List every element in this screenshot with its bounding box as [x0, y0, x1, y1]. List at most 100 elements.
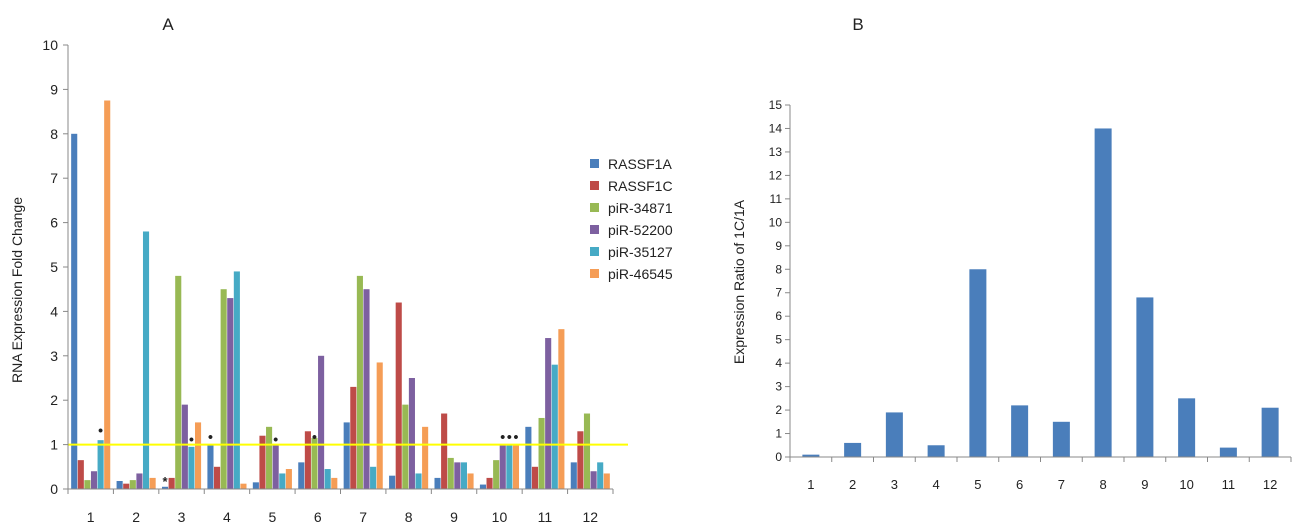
bar-piR-34871-1: [84, 480, 91, 489]
y-tick-label: 1: [50, 437, 58, 453]
x-tick-label: 8: [405, 509, 413, 525]
bar-piR-34871-7: [356, 275, 363, 489]
legend-label: piR-35127: [608, 244, 673, 260]
bar-piR-35127-1: [97, 440, 104, 489]
annotation-star: *: [163, 474, 169, 489]
panel-a-axes: [67, 45, 613, 490]
x-tick-label: 7: [359, 509, 367, 525]
bar-piR-52200-10: [499, 444, 506, 489]
y-tick-label: 4: [50, 303, 58, 319]
y-tick-label: 9: [775, 239, 782, 253]
bar-piR-34871-9: [447, 457, 454, 489]
bar-piR-46545-12: [603, 473, 610, 489]
bar-RASSF1C-5: [259, 435, 266, 489]
panel-b-bars: [802, 128, 1279, 457]
legend-label: piR-52200: [608, 222, 673, 238]
y-tick-label: 7: [50, 170, 58, 186]
legend-swatch-piR-34871: [590, 203, 599, 212]
bar-RASSF1A-1: [71, 133, 78, 490]
x-tick-label: 6: [1016, 477, 1023, 492]
panel-b-chart: B Expression Ratio of 1C/1A 012345678910…: [731, 15, 1292, 492]
bar-piR-52200-9: [454, 462, 461, 489]
bar-piR-34871-10: [493, 460, 500, 489]
bar-9: [1136, 297, 1154, 457]
bar-piR-52200-11: [545, 338, 552, 489]
bar-piR-34871-12: [583, 413, 591, 489]
panel-a-y-ticks: 0 1 2 3 4 5 6 7 8 9 10: [42, 37, 68, 497]
bar-piR-46545-1: [104, 100, 111, 489]
bar-5: [969, 269, 987, 457]
bar-RASSF1C-4: [214, 466, 221, 489]
annotation-dot: •: [189, 431, 194, 447]
bar-piR-35127-9: [460, 462, 467, 489]
x-tick-label: 9: [450, 509, 458, 525]
x-tick-label: 1: [87, 509, 95, 525]
bar-piR-52200-2: [136, 473, 143, 489]
x-tick-label: 1: [807, 477, 814, 492]
bar-12: [1261, 407, 1279, 457]
legend-label: RASSF1A: [608, 156, 672, 172]
panel-a-bars: [71, 100, 610, 490]
bar-piR-35127-11: [551, 364, 558, 489]
y-tick-label: 9: [50, 81, 58, 97]
bar-piR-52200-8: [408, 378, 415, 489]
bar-RASSF1C-1: [77, 460, 84, 489]
bar-RASSF1C-9: [441, 413, 448, 489]
bar-piR-46545-4: [240, 483, 247, 489]
y-tick-label: 0: [50, 481, 58, 497]
bar-piR-52200-12: [590, 471, 597, 489]
bar-RASSF1A-12: [570, 462, 577, 489]
bar-piR-34871-6: [311, 437, 318, 489]
bar-piR-46545-7: [376, 362, 383, 489]
panel-a-annotations: •*• • • • • • •: [98, 422, 518, 489]
bar-piR-35127-7: [370, 466, 377, 489]
bar-piR-35127-10: [506, 444, 513, 489]
bar-RASSF1A-4: [207, 444, 214, 489]
y-tick-label: 7: [775, 286, 782, 300]
bar-piR-46545-2: [149, 477, 156, 489]
bar-3: [885, 412, 903, 457]
bar-RASSF1C-2: [123, 483, 130, 489]
panel-a-chart: A RNA Expression Fold Change 01234567891…: [9, 15, 673, 525]
x-tick-label: 11: [1222, 477, 1236, 492]
bar-piR-34871-5: [266, 426, 273, 489]
annotation-dot: •: [98, 422, 103, 438]
bar-RASSF1A-6: [298, 462, 305, 489]
annotation-dot: •: [514, 429, 519, 445]
bar-piR-46545-5: [285, 469, 292, 489]
annotation-dot: •: [312, 429, 317, 445]
bar-piR-35127-6: [324, 469, 331, 489]
bar-piR-46545-11: [558, 329, 565, 489]
bar-RASSF1A-11: [525, 426, 532, 489]
bar-piR-52200-5: [272, 444, 279, 489]
x-tick-label: 2: [132, 509, 140, 525]
legend-label: piR-46545: [608, 266, 673, 282]
bar-RASSF1A-3: [161, 486, 169, 489]
bar-RASSF1A-9: [434, 477, 441, 489]
legend-swatch-RASSF1A: [590, 159, 599, 168]
bar-piR-34871-11: [538, 417, 545, 489]
y-tick-label: 1: [775, 427, 782, 441]
y-tick-label: 2: [775, 403, 782, 417]
bar-11: [1219, 447, 1237, 457]
bar-piR-52200-3: [181, 404, 188, 489]
x-tick-label: 6: [314, 509, 322, 525]
bar-6: [1011, 405, 1029, 457]
legend-swatch-piR-46545: [590, 269, 599, 278]
panel-b-label: B: [852, 15, 863, 34]
bar-RASSF1A-8: [389, 475, 396, 489]
annotation-dot: •: [208, 429, 213, 445]
y-tick-label: 14: [769, 121, 783, 135]
legend-label: piR-34871: [608, 200, 673, 216]
bar-piR-52200-1: [90, 471, 98, 489]
bar-piR-34871-4: [220, 289, 227, 489]
bar-RASSF1A-7: [343, 422, 350, 489]
bar-8: [1094, 128, 1112, 457]
y-tick-label: 15: [769, 98, 783, 112]
bar-piR-35127-3: [188, 446, 195, 489]
x-tick-label: 10: [492, 509, 508, 525]
bar-piR-34871-3: [175, 275, 182, 489]
y-tick-label: 10: [42, 37, 58, 53]
panel-a-y-axis-label: RNA Expression Fold Change: [9, 197, 25, 383]
